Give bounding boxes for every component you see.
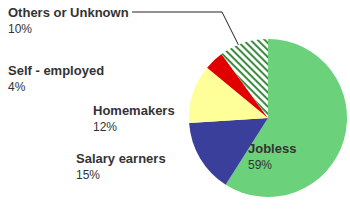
- svg-text:12%: 12%: [93, 120, 117, 134]
- svg-text:10%: 10%: [8, 22, 32, 36]
- svg-text:Homemakers: Homemakers: [93, 103, 175, 118]
- svg-text:Salary earners: Salary earners: [76, 151, 166, 166]
- svg-text:Self - employed: Self - employed: [8, 63, 104, 78]
- svg-text:Jobless: Jobless: [248, 141, 296, 156]
- svg-text:15%: 15%: [76, 168, 100, 182]
- svg-text:Others or Unknown: Others or Unknown: [8, 5, 129, 20]
- svg-text:59%: 59%: [248, 158, 272, 172]
- svg-text:4%: 4%: [8, 80, 26, 94]
